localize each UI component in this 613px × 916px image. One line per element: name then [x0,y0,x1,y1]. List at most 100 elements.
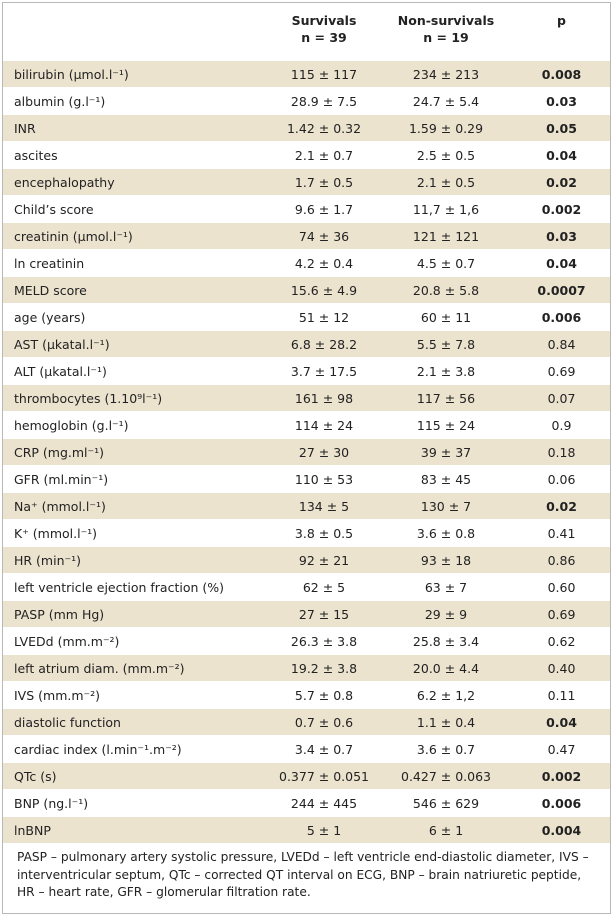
row-label: INR [3,114,269,142]
row-label: cardiac index (l.min⁻¹.m⁻²) [3,735,269,763]
survivals-value: 134 ± 5 [269,492,379,520]
table-row: ln creatinin 4.2 ± 0.4 4.5 ± 0.7 0.04 [3,249,610,277]
row-label: AST (µkatal.l⁻¹) [3,330,269,358]
row-label: BNP (ng.l⁻¹) [3,789,269,817]
survivals-value: 27 ± 30 [269,438,379,466]
p-value: 0.84 [513,330,610,358]
non-survivals-value: 0.427 ± 0.063 [379,762,513,790]
non-survivals-value: 2.1 ± 3.8 [379,357,513,385]
survivals-value: 4.2 ± 0.4 [269,249,379,277]
non-survivals-value: 2.1 ± 0.5 [379,168,513,196]
p-value: 0.0007 [513,276,610,304]
non-survivals-value: 29 ± 9 [379,600,513,628]
row-label: lnBNP [3,816,269,843]
header-survivals: Survivals n = 39 [269,3,379,61]
non-survivals-value: 121 ± 121 [379,222,513,250]
survivals-value: 1.42 ± 0.32 [269,114,379,142]
table-row: encephalopathy 1.7 ± 0.5 2.1 ± 0.5 0.02 [3,168,610,196]
table-row: cardiac index (l.min⁻¹.m⁻²) 3.4 ± 0.7 3.6 … [3,735,610,763]
survivals-value: 6.8 ± 28.2 [269,330,379,358]
p-value: 0.002 [513,762,610,790]
data-table: Survivals n = 39 Non-survivals n = 19 p … [3,3,610,843]
p-value: 0.008 [513,60,610,88]
row-label: GFR (ml.min⁻¹) [3,465,269,493]
survivals-value: 114 ± 24 [269,411,379,439]
p-value: 0.05 [513,114,610,142]
header-label-cell [3,3,269,61]
header-non-survivals: Non-survivals n = 19 [379,3,513,61]
p-value: 0.02 [513,492,610,520]
non-survivals-value: 20.0 ± 4.4 [379,654,513,682]
p-value: 0.03 [513,87,610,115]
row-label: hemoglobin (g.l⁻¹) [3,411,269,439]
row-label: ln creatinin [3,249,269,277]
table-row: INR 1.42 ± 0.32 1.59 ± 0.29 0.05 [3,114,610,142]
row-label: thrombocytes (1.10⁹l⁻¹) [3,384,269,412]
survivals-value: 27 ± 15 [269,600,379,628]
table-header: Survivals n = 39 Non-survivals n = 19 p [3,3,610,61]
table-row: left ventricle ejection fraction (%) 62 ±… [3,573,610,601]
table-row: GFR (ml.min⁻¹) 110 ± 53 83 ± 45 0.06 [3,465,610,493]
table-row: AST (µkatal.l⁻¹) 6.8 ± 28.2 5.5 ± 7.8 0.84 [3,330,610,358]
table-row: hemoglobin (g.l⁻¹) 114 ± 24 115 ± 24 0.9 [3,411,610,439]
survivals-value: 3.8 ± 0.5 [269,519,379,547]
row-label: left atrium diam. (mm.m⁻²) [3,654,269,682]
survivals-value: 2.1 ± 0.7 [269,141,379,169]
table-row: ascites 2.1 ± 0.7 2.5 ± 0.5 0.04 [3,141,610,169]
row-label: Na⁺ (mmol.l⁻¹) [3,492,269,520]
footnote: PASP – pulmonary artery systolic pressur… [17,850,589,899]
non-survivals-value: 20.8 ± 5.8 [379,276,513,304]
survivals-value: 115 ± 117 [269,60,379,88]
non-survivals-value: 11,7 ± 1,6 [379,195,513,223]
p-value: 0.004 [513,816,610,843]
p-value: 0.86 [513,546,610,574]
row-label: age (years) [3,303,269,331]
survivals-value: 0.7 ± 0.6 [269,708,379,736]
non-survivals-value: 24.7 ± 5.4 [379,87,513,115]
non-survivals-value: 6.2 ± 1,2 [379,681,513,709]
table-row: MELD score 15.6 ± 4.9 20.8 ± 5.8 0.0007 [3,276,610,304]
header-non-survivals-n: n = 19 [423,30,469,45]
non-survivals-value: 6 ± 1 [379,816,513,843]
table-row: age (years) 51 ± 12 60 ± 11 0.006 [3,303,610,331]
row-label: diastolic function [3,708,269,736]
p-value: 0.04 [513,141,610,169]
survivals-value: 74 ± 36 [269,222,379,250]
row-label: left ventricle ejection fraction (%) [3,573,269,601]
survivals-value: 9.6 ± 1.7 [269,195,379,223]
row-label: HR (min⁻¹) [3,546,269,574]
p-value: 0.69 [513,600,610,628]
survivals-value: 161 ± 98 [269,384,379,412]
p-value: 0.002 [513,195,610,223]
non-survivals-value: 1.1 ± 0.4 [379,708,513,736]
non-survivals-value: 83 ± 45 [379,465,513,493]
header-survivals-title: Survivals [291,13,357,28]
survivals-value: 62 ± 5 [269,573,379,601]
survivals-value: 0.377 ± 0.051 [269,762,379,790]
p-value: 0.62 [513,627,610,655]
non-survivals-value: 1.59 ± 0.29 [379,114,513,142]
table-row: PASP (mm Hg) 27 ± 15 29 ± 9 0.69 [3,600,610,628]
survivals-value: 51 ± 12 [269,303,379,331]
p-value: 0.41 [513,519,610,547]
survivals-value: 1.7 ± 0.5 [269,168,379,196]
survivals-value: 28.9 ± 7.5 [269,87,379,115]
p-value: 0.006 [513,303,610,331]
table-row: HR (min⁻¹) 92 ± 21 93 ± 18 0.86 [3,546,610,574]
row-label: MELD score [3,276,269,304]
non-survivals-value: 5.5 ± 7.8 [379,330,513,358]
non-survivals-value: 4.5 ± 0.7 [379,249,513,277]
survivals-value: 19.2 ± 3.8 [269,654,379,682]
p-value: 0.69 [513,357,610,385]
non-survivals-value: 25.8 ± 3.4 [379,627,513,655]
survivals-value: 26.3 ± 3.8 [269,627,379,655]
p-value: 0.03 [513,222,610,250]
row-label: QTc (s) [3,762,269,790]
table-row: K⁺ (mmol.l⁻¹) 3.8 ± 0.5 3.6 ± 0.8 0.41 [3,519,610,547]
row-label: albumin (g.l⁻¹) [3,87,269,115]
survivals-value: 3.7 ± 17.5 [269,357,379,385]
p-value: 0.18 [513,438,610,466]
non-survivals-value: 117 ± 56 [379,384,513,412]
